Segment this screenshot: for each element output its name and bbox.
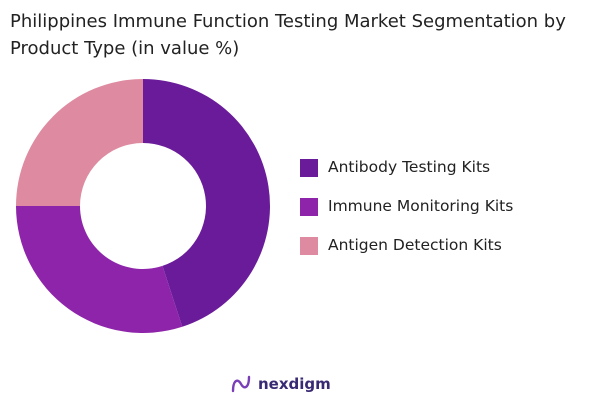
legend-label: Antigen Detection Kits <box>328 236 502 254</box>
brand-logo: nexdigm <box>230 374 331 394</box>
legend-label: Antibody Testing Kits <box>328 158 491 176</box>
legend-swatch <box>300 158 318 177</box>
legend-swatch <box>300 236 318 255</box>
legend-item-antibody-testing-kits: Antibody Testing Kits <box>300 158 513 177</box>
legend-item-immune-monitoring-kits: Immune Monitoring Kits <box>300 197 513 216</box>
nexdigm-logo-icon <box>231 375 251 393</box>
donut-slice-immune-monitoring-kits <box>16 206 183 333</box>
chart-title: Philippines Immune Function Testing Mark… <box>10 11 566 59</box>
legend-item-antigen-detection-kits: Antigen Detection Kits <box>300 236 513 255</box>
chart-legend: Antibody Testing Kits Immune Monitoring … <box>300 158 513 275</box>
donut-slice-antibody-testing-kits <box>143 79 270 327</box>
legend-label: Immune Monitoring Kits <box>328 197 514 215</box>
legend-swatch <box>300 197 318 216</box>
brand-name: nexdigm <box>258 375 331 393</box>
donut-slice-antigen-detection-kits <box>16 79 143 206</box>
